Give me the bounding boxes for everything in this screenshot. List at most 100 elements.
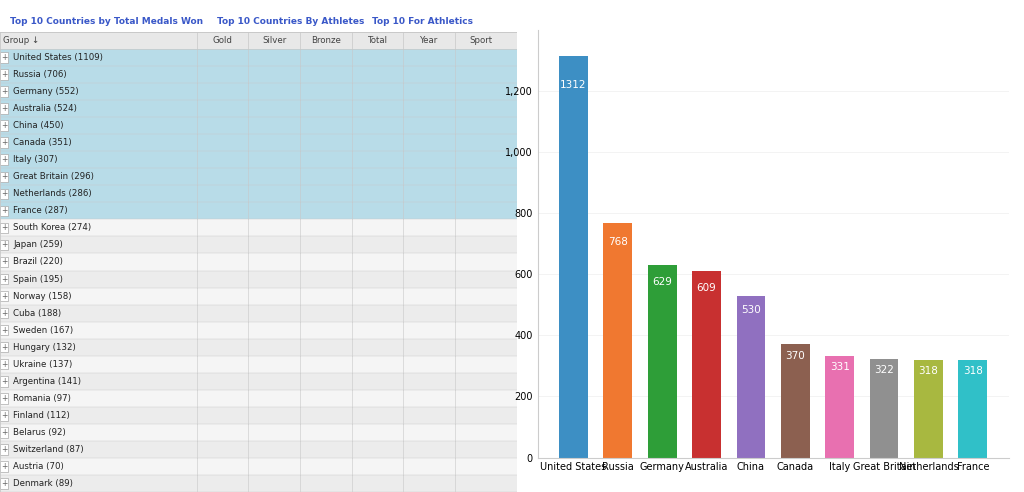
Bar [781,344,810,458]
Text: +: + [1,308,7,318]
Text: Sweden (167): Sweden (167) [13,326,73,335]
Text: Japan (259): Japan (259) [13,241,62,249]
Text: 609: 609 [696,282,717,293]
Text: United States (1109): United States (1109) [13,53,102,62]
Text: 318: 318 [963,366,983,376]
Text: +: + [1,155,7,164]
Text: Sport: Sport [469,36,493,45]
Text: Top 10 Countries By Athletes: Top 10 Countries By Athletes [217,17,365,26]
Text: +: + [1,343,7,352]
Text: Hungary (132): Hungary (132) [13,343,76,352]
Text: Italy (307): Italy (307) [13,155,57,164]
Text: Belarus (92): Belarus (92) [13,428,66,437]
FancyBboxPatch shape [0,185,517,202]
Text: +: + [1,275,7,283]
FancyBboxPatch shape [0,202,517,219]
FancyBboxPatch shape [0,287,517,305]
Text: +: + [1,360,7,369]
Bar [648,265,677,458]
FancyBboxPatch shape [0,117,517,134]
Text: Year: Year [420,36,438,45]
Text: Austria (70): Austria (70) [13,462,63,471]
FancyBboxPatch shape [0,338,517,356]
Text: South Korea (274): South Korea (274) [13,223,91,232]
Bar [914,360,943,458]
FancyBboxPatch shape [0,32,517,49]
Text: Spain (195): Spain (195) [13,275,62,283]
Text: Great Britain (296): Great Britain (296) [13,172,94,181]
Bar [958,360,987,458]
Text: 322: 322 [874,365,894,375]
FancyBboxPatch shape [0,100,517,117]
Text: +: + [1,479,7,488]
FancyBboxPatch shape [0,441,517,458]
Text: +: + [1,411,7,420]
FancyBboxPatch shape [0,424,517,441]
Text: Australia (524): Australia (524) [13,104,77,113]
Text: +: + [1,292,7,301]
FancyBboxPatch shape [0,305,517,322]
Text: Netherlands (286): Netherlands (286) [13,189,91,198]
Text: +: + [1,462,7,471]
Text: +: + [1,223,7,232]
Text: Top 10 Countries by Total Medals Won: Top 10 Countries by Total Medals Won [10,17,204,26]
Text: Canada (351): Canada (351) [13,138,72,147]
Text: 331: 331 [829,363,850,372]
FancyBboxPatch shape [0,49,517,66]
Text: +: + [1,206,7,215]
Text: +: + [1,70,7,79]
FancyBboxPatch shape [0,475,517,492]
Text: China (450): China (450) [13,121,63,130]
FancyBboxPatch shape [0,407,517,424]
Text: Russia (706): Russia (706) [13,70,67,79]
Text: Denmark (89): Denmark (89) [13,479,73,488]
FancyBboxPatch shape [0,458,517,475]
Text: +: + [1,394,7,403]
Text: 370: 370 [785,351,805,361]
FancyBboxPatch shape [0,253,517,271]
Text: Switzerland (87): Switzerland (87) [13,445,84,454]
Text: +: + [1,326,7,335]
Text: Gold: Gold [212,36,232,45]
Text: 318: 318 [919,366,938,376]
Text: Ukraine (137): Ukraine (137) [13,360,72,369]
Text: 768: 768 [608,237,628,247]
Text: +: + [1,138,7,147]
FancyBboxPatch shape [0,237,517,253]
FancyBboxPatch shape [0,0,517,492]
Text: Argentina (141): Argentina (141) [13,377,81,386]
Bar [603,223,632,458]
FancyBboxPatch shape [0,83,517,100]
Text: 530: 530 [741,305,761,315]
Text: +: + [1,104,7,113]
Text: +: + [1,257,7,267]
Text: Norway (158): Norway (158) [13,292,72,301]
FancyBboxPatch shape [0,271,517,287]
Text: Romania (97): Romania (97) [13,394,71,403]
Bar [825,356,854,458]
Text: Top 10 For Athletics: Top 10 For Athletics [373,17,473,26]
FancyBboxPatch shape [0,219,517,237]
FancyBboxPatch shape [0,356,517,373]
Text: 1312: 1312 [560,81,587,91]
FancyBboxPatch shape [0,322,517,338]
FancyBboxPatch shape [0,66,517,83]
Text: +: + [1,377,7,386]
Bar [869,359,898,458]
Bar [736,296,765,458]
Text: Germany (552): Germany (552) [13,87,79,96]
Text: Group ↓: Group ↓ [3,36,39,45]
Text: Total: Total [368,36,387,45]
Text: +: + [1,428,7,437]
Text: +: + [1,53,7,62]
Text: +: + [1,87,7,96]
Text: +: + [1,189,7,198]
Text: +: + [1,445,7,454]
FancyBboxPatch shape [0,168,517,185]
Bar [559,57,588,458]
Bar [692,272,721,458]
Text: Finland (112): Finland (112) [13,411,70,420]
Text: Cuba (188): Cuba (188) [13,308,61,318]
FancyBboxPatch shape [0,134,517,151]
Text: +: + [1,241,7,249]
